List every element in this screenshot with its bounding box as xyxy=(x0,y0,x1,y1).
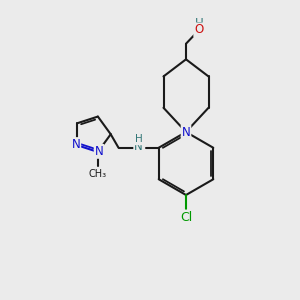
Text: N: N xyxy=(71,138,80,151)
Text: Cl: Cl xyxy=(180,211,192,224)
Text: N: N xyxy=(95,145,103,158)
Text: CH₃: CH₃ xyxy=(89,169,107,178)
Text: O: O xyxy=(194,23,203,36)
Text: N: N xyxy=(182,125,190,139)
Text: H: H xyxy=(135,134,142,144)
Text: N: N xyxy=(134,140,143,153)
Text: H: H xyxy=(194,17,203,30)
